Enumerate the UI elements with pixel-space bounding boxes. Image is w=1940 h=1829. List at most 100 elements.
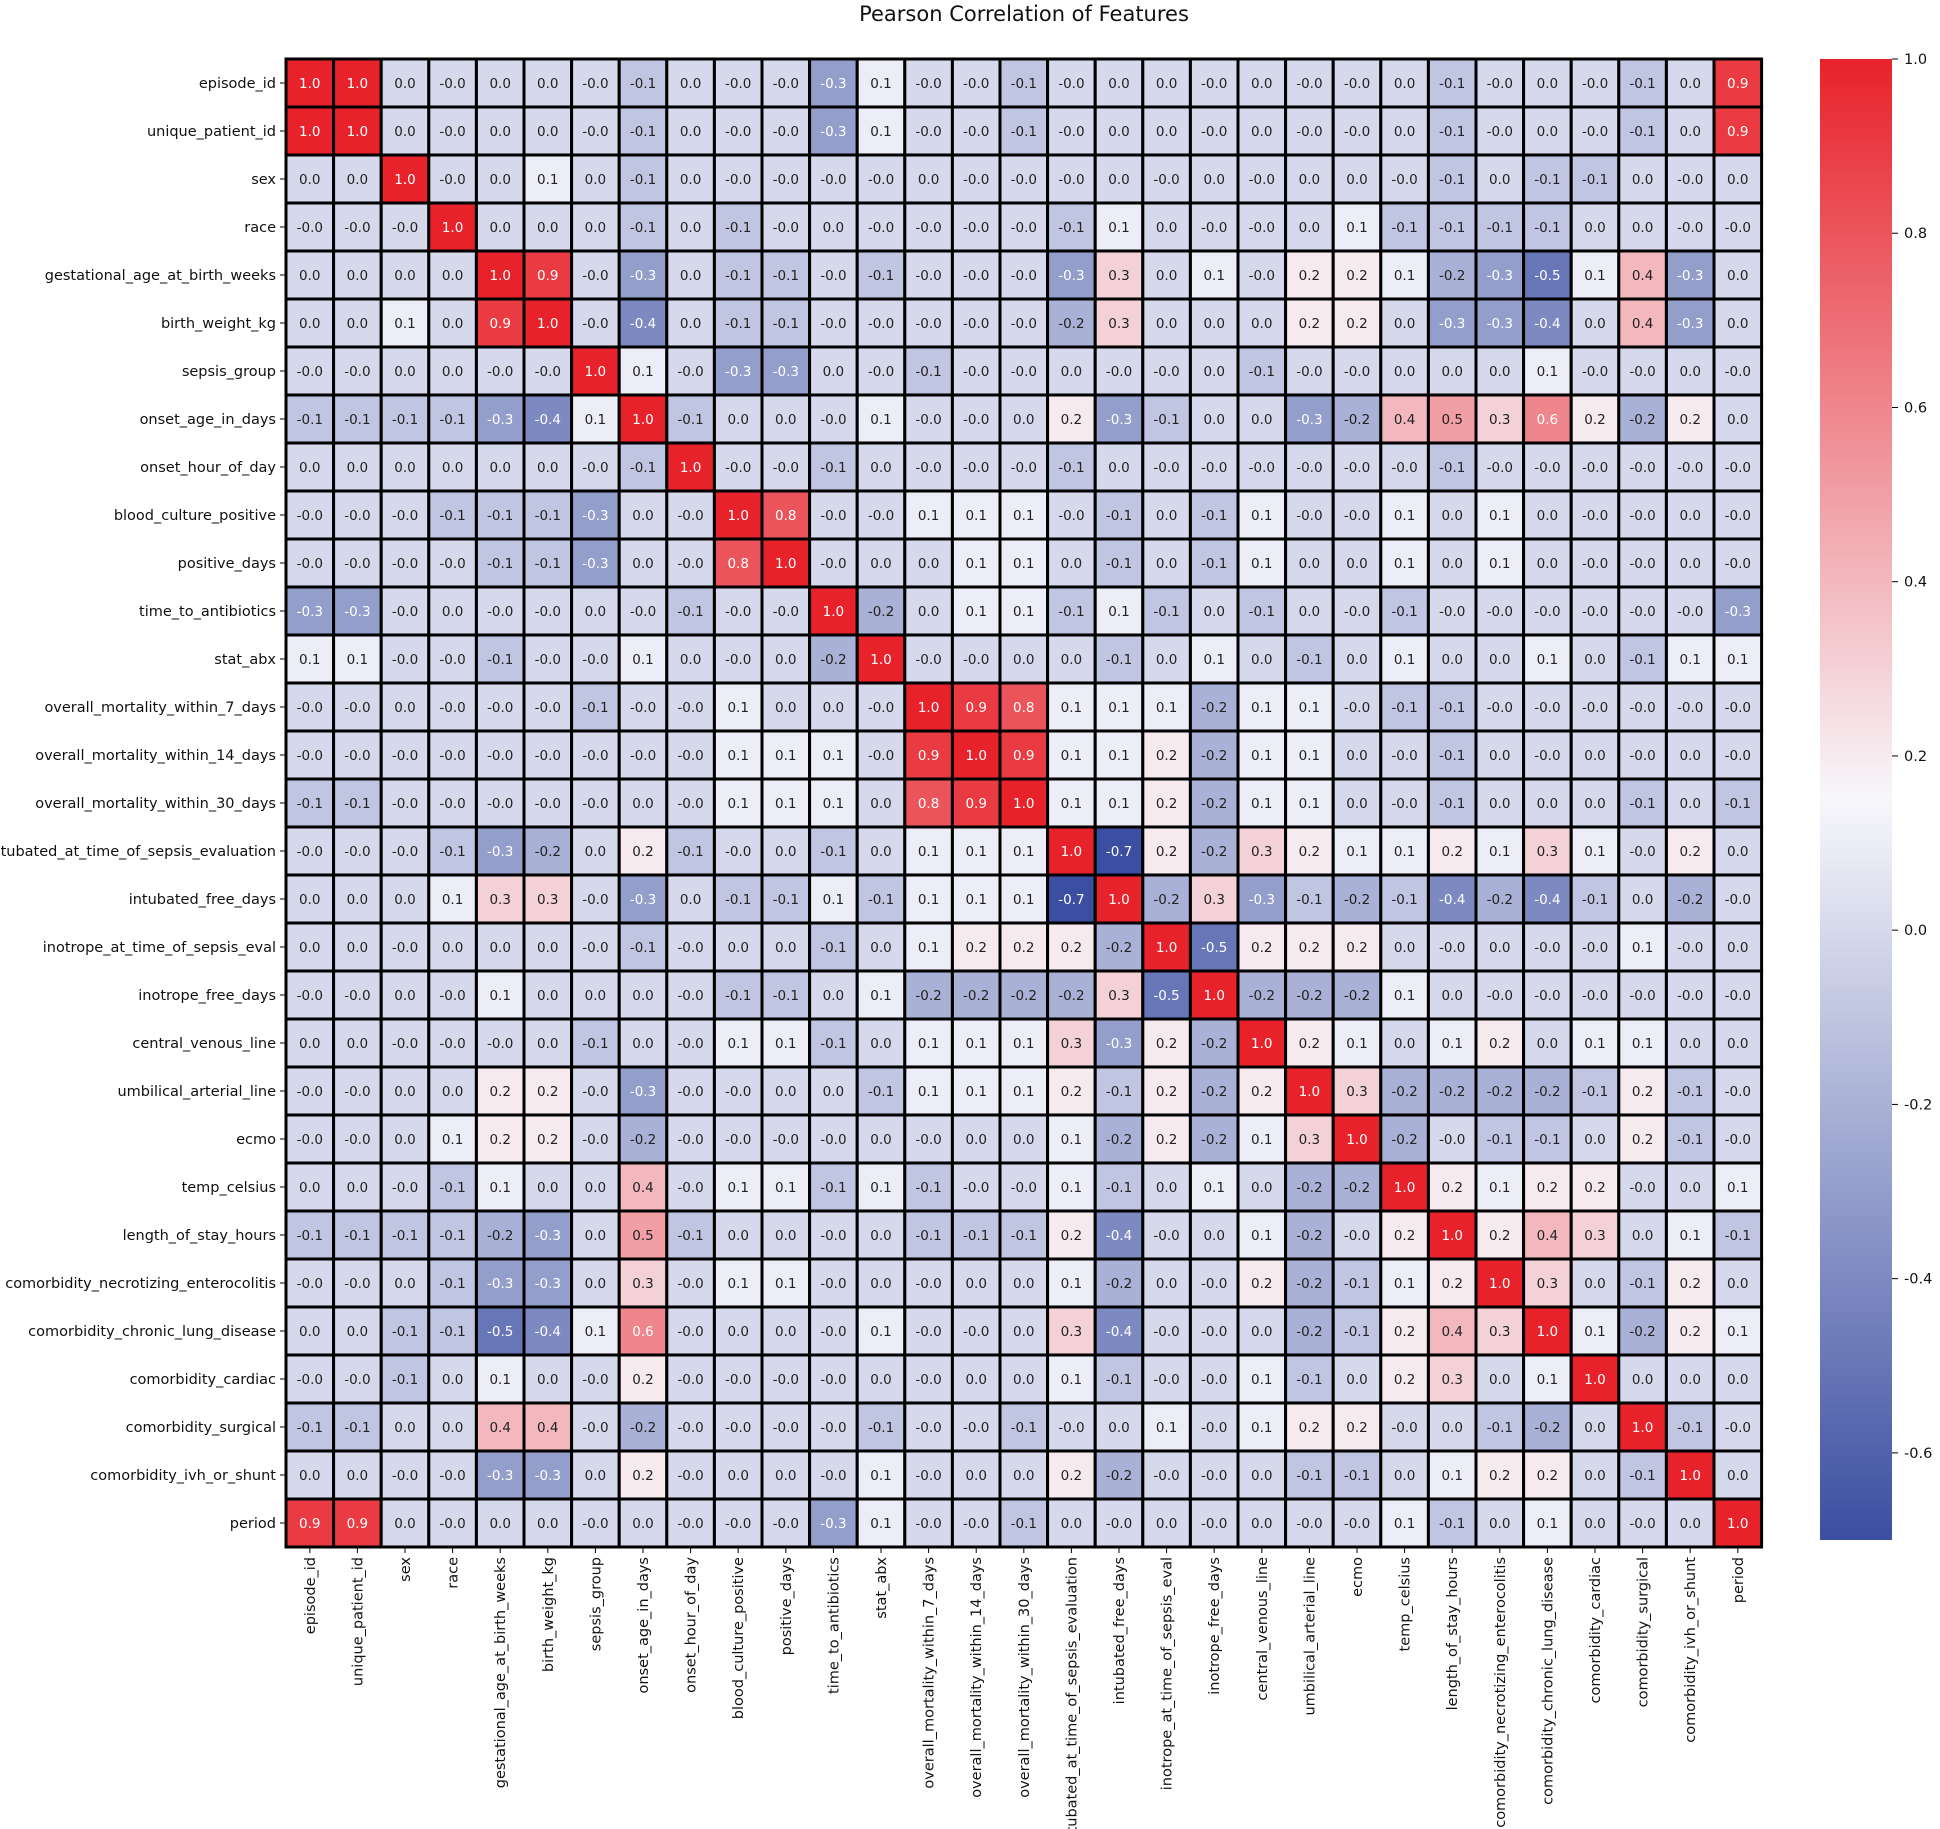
cell-value-label: -0.2 [1201, 700, 1227, 716]
cell-value-label: -0.1 [915, 1180, 941, 1196]
heatmap-cell [427, 537, 478, 589]
cell-value-label: -0.5 [1201, 940, 1227, 956]
cell-value-label: -0.0 [773, 172, 799, 188]
heatmap-cell [1236, 489, 1288, 541]
cell-value-label: 0.1 [870, 76, 891, 92]
cell-value-label: -0.0 [344, 1132, 370, 1148]
heatmap-cell [1236, 1257, 1288, 1309]
cell-value-label: 0.1 [1251, 796, 1272, 812]
heatmap-cell [950, 441, 1002, 493]
heatmap-cell [522, 537, 574, 589]
cell-value-label: 0.1 [1251, 1228, 1272, 1244]
heatmap-cell [808, 393, 859, 445]
heatmap-cell [427, 1353, 478, 1405]
cell-value-label: 0.0 [442, 460, 463, 476]
heatmap-cell [1426, 1449, 1478, 1501]
cell-value-label: -0.0 [1725, 1420, 1751, 1436]
cell-value-label: 0.0 [870, 940, 891, 956]
cell-value-label: 0.0 [489, 940, 510, 956]
cell-value-label: -0.0 [535, 700, 561, 716]
cell-value-label: -0.1 [1249, 604, 1275, 620]
cell-value-label: -0.0 [1677, 220, 1703, 236]
cell-value-label: 0.0 [680, 172, 701, 188]
cell-value-label: 0.1 [1537, 652, 1558, 668]
heatmap-cell [665, 681, 716, 733]
heatmap-cell [1569, 969, 1621, 1021]
cell-value-label: 0.0 [1537, 1036, 1558, 1052]
heatmap-cell [474, 105, 526, 157]
cell-value-label: 0.0 [870, 1372, 891, 1388]
cell-value-label: 0.9 [299, 1516, 320, 1532]
cell-value-label: -0.2 [1677, 892, 1703, 908]
cell-value-label: -0.5 [1534, 268, 1560, 284]
cell-value-label: -0.0 [392, 748, 418, 764]
heatmap-cell [1664, 441, 1716, 493]
cell-value-label: 0.1 [632, 364, 653, 380]
heatmap-cell [522, 153, 574, 205]
cell-value-label: 0.0 [442, 268, 463, 284]
cell-value-label: -0.0 [535, 604, 561, 620]
cell-value-label: -0.0 [1201, 1468, 1227, 1484]
x-tick-label: blood_culture_positive [731, 1557, 747, 1719]
cell-value-label: -0.1 [487, 556, 513, 572]
heatmap-cell [1093, 489, 1145, 541]
heatmap-cell [855, 441, 907, 493]
cell-value-label: 0.3 [1108, 268, 1129, 284]
cell-value-label: 0.2 [1441, 1276, 1462, 1292]
cell-value-label: -0.1 [1106, 1180, 1132, 1196]
cell-value-label: -0.0 [963, 460, 989, 476]
cell-value-label: 0.1 [1251, 700, 1272, 716]
heatmap-cell [1426, 1497, 1478, 1549]
cell-value-label: 0.0 [1251, 124, 1272, 140]
cell-value-label: -0.0 [1725, 220, 1751, 236]
cell-value-label: -0.1 [630, 460, 656, 476]
cell-value-label: -0.0 [820, 1132, 846, 1148]
cell-value-label: 0.0 [1727, 412, 1748, 428]
cell-value-label: 0.0 [1156, 508, 1177, 524]
cell-value-label: -0.1 [1439, 796, 1465, 812]
cell-value-label: -0.0 [439, 556, 465, 572]
cell-value-label: -0.0 [1582, 940, 1608, 956]
heatmap-cell [1046, 777, 1097, 829]
heatmap-cell [332, 1497, 383, 1549]
cell-value-label: 0.0 [1489, 796, 1510, 812]
cell-value-label: -0.0 [1011, 220, 1037, 236]
cell-value-label: -0.1 [820, 460, 846, 476]
cell-value-label: -0.0 [297, 1276, 323, 1292]
heatmap-cell [570, 873, 621, 925]
cell-value-label: -0.3 [773, 364, 799, 380]
cell-value-label: -0.1 [1296, 1372, 1322, 1388]
cell-value-label: -0.1 [1582, 172, 1608, 188]
cell-value-label: 0.1 [1679, 1228, 1700, 1244]
cell-value-label: 0.2 [1156, 844, 1177, 860]
heatmap-cell [1474, 1497, 1526, 1549]
cell-value-label: -0.3 [1106, 1036, 1132, 1052]
cell-value-label: -0.0 [1391, 796, 1417, 812]
heatmap-cell [1093, 249, 1145, 301]
cell-value-label: 0.0 [632, 1036, 653, 1052]
cell-value-label: 0.3 [1061, 1324, 1082, 1340]
cell-value-label: 0.0 [1489, 1516, 1510, 1532]
cell-value-label: 0.8 [918, 796, 939, 812]
x-tick-label: intubated_free_days [1112, 1557, 1128, 1704]
heatmap-cell [1331, 57, 1383, 109]
cell-value-label: -0.1 [487, 652, 513, 668]
cell-value-label: 0.0 [1156, 1180, 1177, 1196]
cell-value-label: -0.1 [439, 1276, 465, 1292]
cell-value-label: 0.0 [1489, 364, 1510, 380]
cell-value-label: 0.0 [347, 460, 368, 476]
cell-value-label: 0.2 [1441, 1180, 1462, 1196]
heatmap-cell [1664, 729, 1716, 781]
cell-value-label: 0.1 [1394, 844, 1415, 860]
cell-value-label: 0.1 [965, 844, 986, 860]
heatmap-cell [1046, 873, 1097, 925]
cell-value-label: 0.2 [1061, 940, 1082, 956]
cell-value-label: 0.0 [585, 1276, 606, 1292]
cell-value-label: -0.1 [1439, 220, 1465, 236]
y-tick-label: comorbidity_necrotizing_enterocolitis [5, 1276, 276, 1292]
heatmap-cell [1046, 153, 1097, 205]
cell-value-label: -0.0 [725, 76, 751, 92]
heatmap-cell [1712, 1113, 1764, 1165]
heatmap-cell [808, 441, 859, 493]
cell-value-label: 0.2 [1394, 1372, 1415, 1388]
